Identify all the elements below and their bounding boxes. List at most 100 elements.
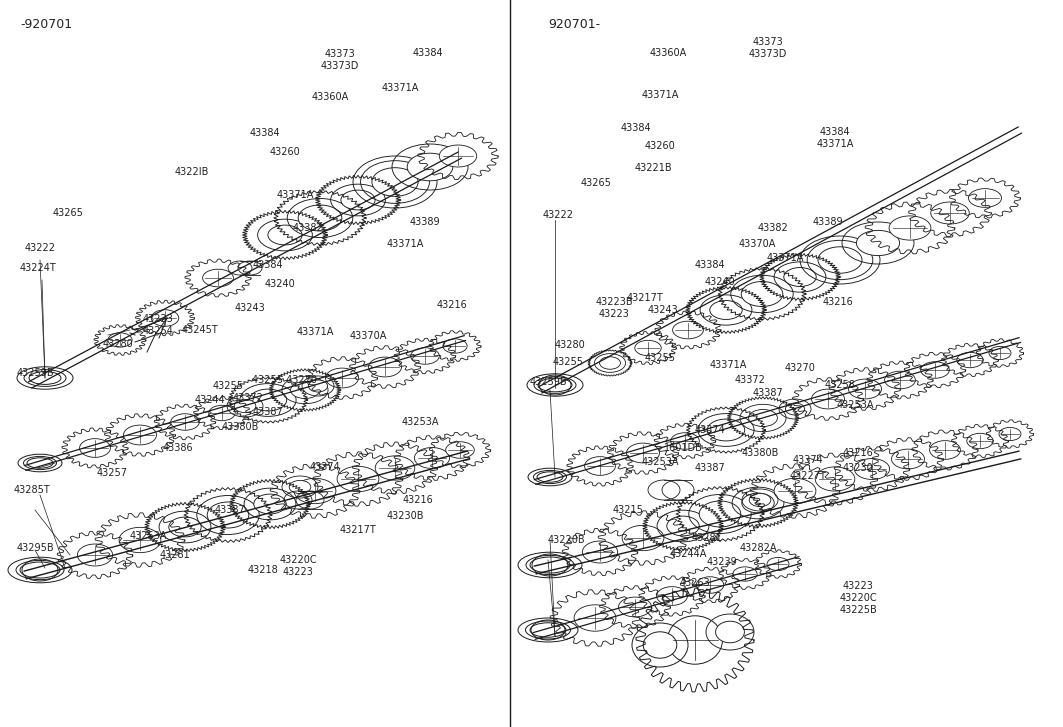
Ellipse shape [619,597,652,617]
Text: 43220B: 43220B [547,535,585,545]
Text: 43384: 43384 [695,260,725,270]
Ellipse shape [732,567,757,581]
Text: 43244A: 43244A [670,549,707,559]
Text: 43239: 43239 [707,557,738,567]
Ellipse shape [710,300,742,319]
Ellipse shape [707,419,745,441]
Text: 43372: 43372 [233,393,264,403]
Text: 43387: 43387 [215,505,246,515]
Ellipse shape [600,357,621,369]
Ellipse shape [957,353,983,368]
Ellipse shape [325,368,358,388]
Ellipse shape [294,478,336,504]
Ellipse shape [848,379,881,399]
Ellipse shape [171,414,199,430]
Ellipse shape [699,501,741,527]
Text: 43255: 43255 [644,353,675,363]
Ellipse shape [415,448,450,468]
Text: 43223
43254: 43223 43254 [142,314,173,336]
Ellipse shape [254,494,286,514]
Text: 43373
43373D: 43373 43373D [748,37,788,59]
Ellipse shape [857,230,899,256]
Ellipse shape [445,442,474,458]
Text: 43374: 43374 [309,462,340,472]
Text: 43227T: 43227T [790,471,826,481]
Text: 43243: 43243 [647,305,678,315]
Ellipse shape [308,380,327,392]
Text: 43371A: 43371A [382,83,419,93]
Ellipse shape [268,225,302,245]
Ellipse shape [289,481,310,494]
Text: 43384: 43384 [412,48,443,58]
Text: 43263: 43263 [679,578,710,588]
Text: 43258: 43258 [825,380,856,390]
Text: 43259B: 43259B [16,368,54,378]
Text: 43380B: 43380B [221,422,258,432]
Text: 43382: 43382 [758,223,789,233]
Ellipse shape [583,541,618,563]
Text: 43371A: 43371A [276,190,314,200]
Text: 43253A: 43253A [130,531,167,541]
Text: 43384
43371A: 43384 43371A [816,127,854,149]
Ellipse shape [786,403,805,415]
Ellipse shape [741,281,782,307]
Text: 43223
43220C
43225B: 43223 43220C 43225B [839,582,877,614]
Text: 43230B: 43230B [386,511,424,521]
Text: 43285T: 43285T [14,485,50,495]
Ellipse shape [203,269,234,286]
Ellipse shape [892,449,925,469]
Ellipse shape [742,493,774,513]
Text: 43384: 43384 [250,128,281,138]
Ellipse shape [443,339,467,353]
Ellipse shape [968,188,1001,207]
Text: 43259B: 43259B [529,377,567,387]
Text: 43382: 43382 [292,223,323,233]
Ellipse shape [372,168,418,196]
Ellipse shape [989,346,1011,360]
Text: 43244: 43244 [195,395,225,405]
Text: 4322IB: 4322IB [174,167,209,177]
Text: 43370A: 43370A [350,331,387,341]
Text: 43280: 43280 [103,339,133,349]
Text: 43281: 43281 [159,550,190,560]
Text: 43216: 43216 [823,297,854,307]
Ellipse shape [668,616,723,664]
Ellipse shape [748,409,777,427]
Ellipse shape [108,333,132,348]
Text: 43216: 43216 [437,300,468,310]
Text: 43387: 43387 [253,407,284,417]
Ellipse shape [410,348,439,364]
Ellipse shape [819,246,862,273]
Ellipse shape [783,268,816,286]
Ellipse shape [930,441,960,459]
Text: 43222: 43222 [542,210,574,220]
Text: 43215: 43215 [612,505,643,515]
Text: 43389: 43389 [813,217,843,227]
Ellipse shape [622,526,664,550]
Text: 43389: 43389 [409,217,440,227]
Text: 43384: 43384 [253,260,284,270]
Ellipse shape [290,382,319,398]
Ellipse shape [667,516,699,536]
Text: 43253A: 43253A [401,417,439,427]
Text: 43221B: 43221B [635,163,672,173]
Text: 43240: 43240 [705,277,736,287]
Text: 920701-: 920701- [549,18,601,31]
Text: 43386: 43386 [163,443,193,453]
Text: 43217T: 43217T [339,525,376,535]
Text: 43255 43270: 43255 43270 [253,375,318,385]
Text: 43281: 43281 [692,533,723,543]
Ellipse shape [585,457,615,475]
Text: 43380B: 43380B [741,448,779,458]
Text: 43371A: 43371A [297,327,334,337]
Text: 43371A: 43371A [709,360,746,370]
Text: 43230: 43230 [843,463,874,473]
Text: 43371A: 43371A [386,239,424,249]
Ellipse shape [921,362,949,378]
Text: 43218: 43218 [248,565,279,575]
Text: 43265: 43265 [52,208,83,218]
Text: 43216: 43216 [403,495,434,505]
Text: 43371A: 43371A [766,253,804,263]
Ellipse shape [626,443,659,463]
Ellipse shape [931,202,969,224]
